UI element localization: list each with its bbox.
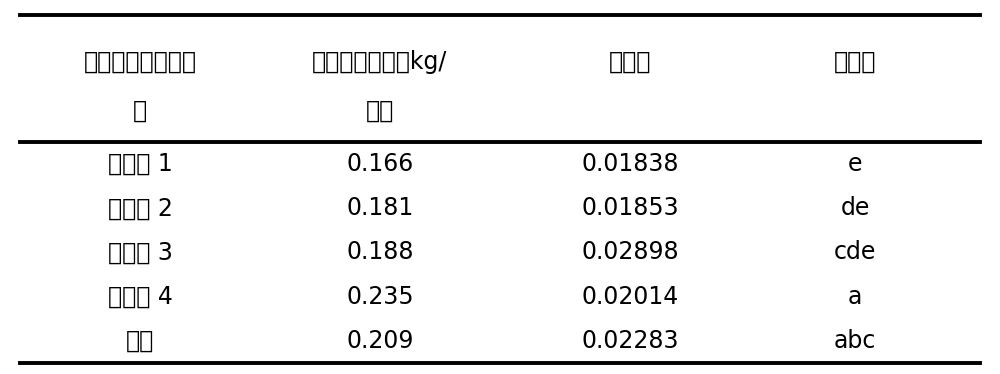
Text: 标准差: 标准差 (609, 50, 651, 74)
Text: 月柿单颗重量（kg/: 月柿单颗重量（kg/ (312, 50, 448, 74)
Text: 种: 种 (133, 98, 147, 122)
Text: de: de (840, 196, 870, 220)
Text: 0.209: 0.209 (346, 329, 414, 353)
Text: 实施例 2: 实施例 2 (108, 196, 172, 220)
Text: 颗）: 颗） (366, 98, 394, 122)
Text: 0.166: 0.166 (346, 152, 414, 176)
Text: 0.188: 0.188 (346, 240, 414, 264)
Text: a: a (848, 285, 862, 309)
Text: e: e (848, 152, 862, 176)
Text: 0.02283: 0.02283 (581, 329, 679, 353)
Text: 实施例 3: 实施例 3 (108, 240, 172, 264)
Text: 月柿下套种牧草品: 月柿下套种牧草品 (84, 50, 196, 74)
Text: 实施例 1: 实施例 1 (108, 152, 172, 176)
Text: 0.02014: 0.02014 (581, 285, 679, 309)
Text: cde: cde (834, 240, 876, 264)
Text: 0.181: 0.181 (346, 196, 414, 220)
Text: 实施例 4: 实施例 4 (108, 285, 172, 309)
Text: abc: abc (834, 329, 876, 353)
Text: 空白: 空白 (126, 329, 154, 353)
Text: 0.02898: 0.02898 (581, 240, 679, 264)
Text: 显著性: 显著性 (834, 50, 876, 74)
Text: 0.01853: 0.01853 (581, 196, 679, 220)
Text: 0.235: 0.235 (346, 285, 414, 309)
Text: 0.01838: 0.01838 (581, 152, 679, 176)
